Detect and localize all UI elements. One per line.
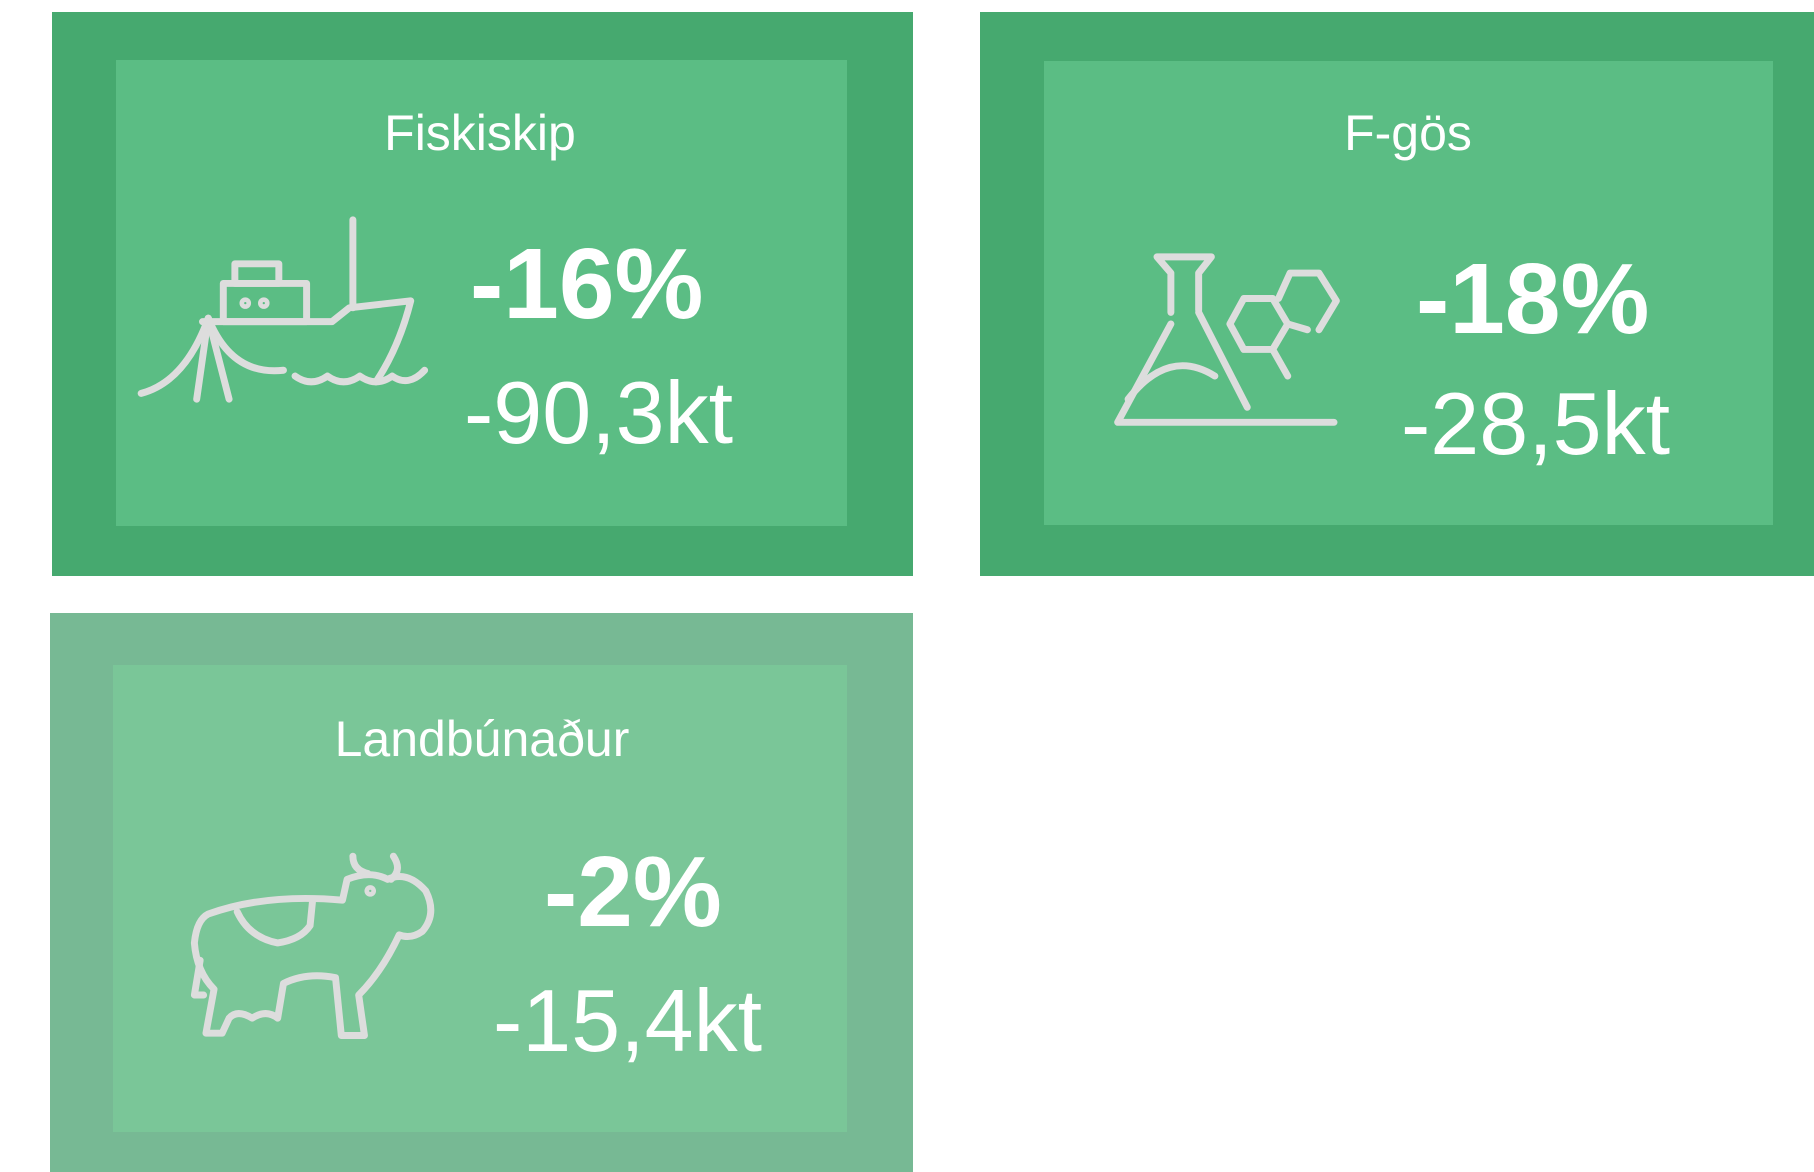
card-title: Landbúnaður [335,711,630,767]
card-amount: -90,3kt [464,363,733,462]
card-title: F-gös [1344,105,1472,161]
card-percent: -16% [470,228,703,340]
card: Fiskiskip -16% -90,3kt [52,12,913,576]
boat-icon [137,216,429,403]
card-percent: -2% [544,836,722,948]
cow-icon [190,852,435,1039]
card-panel [116,60,847,526]
card: Landbúnaður -2% -15,4kt [50,613,913,1172]
card-amount: -15,4kt [493,971,762,1070]
chemistry-icon [1114,253,1340,426]
card-panel [113,665,847,1132]
card-panel [1044,61,1773,525]
card-percent: -18% [1416,243,1649,355]
card: F-gös -18% -28,5kt [980,12,1814,576]
card-title: Fiskiskip [384,105,576,161]
card-amount: -28,5kt [1401,374,1670,473]
